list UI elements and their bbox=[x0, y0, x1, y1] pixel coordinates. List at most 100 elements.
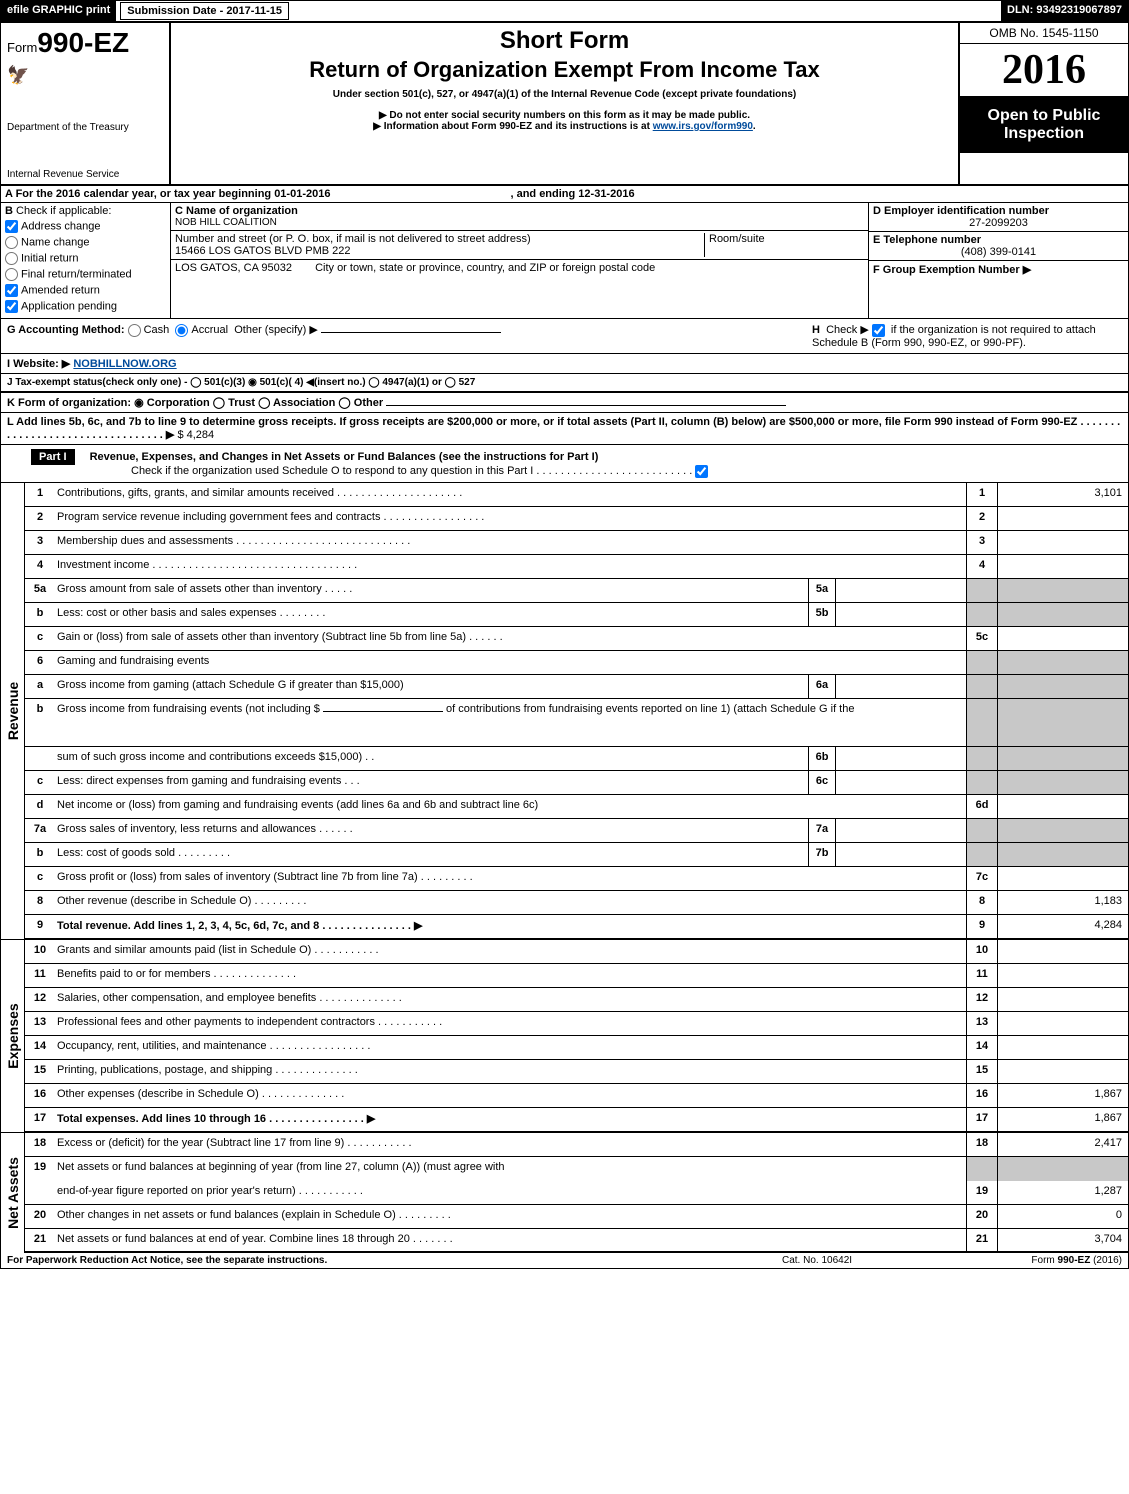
block-a-label: A For the 2016 calendar year, or tax yea… bbox=[5, 188, 330, 200]
line-13: 13 Professional fees and other payments … bbox=[25, 1012, 1128, 1036]
revenue-lines: 1 Contributions, gifts, grants, and simi… bbox=[25, 483, 1128, 939]
line-6b-num: b bbox=[25, 699, 55, 746]
check-address-change[interactable]: Address change bbox=[5, 220, 166, 233]
expenses-section: Expenses 10 Grants and similar amounts p… bbox=[1, 939, 1128, 1132]
line-20-num: 20 bbox=[25, 1205, 55, 1228]
line-5b-box-shaded bbox=[966, 603, 998, 626]
line-5a: 5a Gross amount from sale of assets othe… bbox=[25, 579, 1128, 603]
line-6d-val bbox=[998, 795, 1128, 818]
line-7a-subval bbox=[836, 819, 966, 842]
checkbox-pending[interactable] bbox=[5, 300, 18, 313]
form-prefix: Form bbox=[7, 40, 37, 55]
checkbox-schedule-o[interactable] bbox=[695, 465, 708, 478]
line-12-desc: Salaries, other compensation, and employ… bbox=[55, 988, 966, 1011]
line-10-val bbox=[998, 940, 1128, 963]
line-1: 1 Contributions, gifts, grants, and simi… bbox=[25, 483, 1128, 507]
line-20-desc: Other changes in net assets or fund bala… bbox=[55, 1205, 966, 1228]
netassets-vlabel: Net Assets bbox=[1, 1133, 25, 1253]
line-20: 20 Other changes in net assets or fund b… bbox=[25, 1205, 1128, 1229]
part-i-badge: Part I bbox=[31, 449, 75, 465]
e-phone: (408) 399-0141 bbox=[873, 246, 1124, 258]
form-990ez-page: efile GRAPHIC print Submission Date - 20… bbox=[0, 0, 1129, 1269]
line-11-box: 11 bbox=[966, 964, 998, 987]
line-6b-desc: Gross income from fundraising events (no… bbox=[55, 699, 966, 746]
line-6b-top: b Gross income from fundraising events (… bbox=[25, 699, 1128, 747]
footer-formref: Form 990-EZ (2016) bbox=[942, 1255, 1122, 1266]
radio-name-change[interactable] bbox=[5, 236, 18, 249]
city-label: City or town, state or province, country… bbox=[315, 262, 655, 274]
line-10: 10 Grants and similar amounts paid (list… bbox=[25, 940, 1128, 964]
line-19-val: 1,287 bbox=[998, 1181, 1128, 1204]
block-k: K Form of organization: ◉ Corporation ◯ … bbox=[1, 393, 1128, 413]
footer-catno: Cat. No. 10642I bbox=[782, 1255, 942, 1266]
d-ein: 27-2099203 bbox=[873, 217, 1124, 229]
checkbox-address-change[interactable] bbox=[5, 220, 18, 233]
line-7b-sub: 7b bbox=[808, 843, 836, 866]
line-11-desc: Benefits paid to or for members . . . . … bbox=[55, 964, 966, 987]
line-9: 9 Total revenue. Add lines 1, 2, 3, 4, 5… bbox=[25, 915, 1128, 939]
check-initial[interactable]: Initial return bbox=[5, 252, 166, 265]
line-6b-desc3: sum of such gross income and contributio… bbox=[55, 747, 808, 770]
line-6c-val-shaded bbox=[998, 771, 1128, 794]
omb-number: OMB No. 1545-1150 bbox=[960, 23, 1128, 44]
line-19-top: 19 Net assets or fund balances at beginn… bbox=[25, 1157, 1128, 1181]
line-4-box: 4 bbox=[966, 555, 998, 578]
netassets-section: Net Assets 18 Excess or (deficit) for th… bbox=[1, 1132, 1128, 1253]
line-6-num: 6 bbox=[25, 651, 55, 674]
line-5c-desc: Gain or (loss) from sale of assets other… bbox=[55, 627, 966, 650]
line-13-desc: Professional fees and other payments to … bbox=[55, 1012, 966, 1035]
line-6-val-shaded bbox=[998, 651, 1128, 674]
line-20-box: 20 bbox=[966, 1205, 998, 1228]
page-footer: For Paperwork Reduction Act Notice, see … bbox=[1, 1253, 1128, 1268]
city-value: LOS GATOS, CA 95032 bbox=[175, 262, 292, 274]
line-18-num: 18 bbox=[25, 1133, 55, 1156]
form-number-text: 990-EZ bbox=[37, 27, 129, 58]
line-19-val-shaded bbox=[998, 1157, 1128, 1181]
line-7a: 7a Gross sales of inventory, less return… bbox=[25, 819, 1128, 843]
website-link[interactable]: NOBHILLNOW.ORG bbox=[73, 358, 176, 370]
block-c-org: C Name of organization NOB HILL COALITIO… bbox=[171, 203, 868, 318]
e-label: E Telephone number bbox=[873, 234, 1124, 246]
line-10-box: 10 bbox=[966, 940, 998, 963]
street-label: Number and street (or P. O. box, if mail… bbox=[175, 233, 704, 245]
block-d: D Employer identification number 27-2099… bbox=[869, 203, 1128, 232]
line-8-val: 1,183 bbox=[998, 891, 1128, 914]
line-16-num: 16 bbox=[25, 1084, 55, 1107]
radio-cash[interactable] bbox=[128, 324, 141, 337]
line-14-num: 14 bbox=[25, 1036, 55, 1059]
radio-final[interactable] bbox=[5, 268, 18, 281]
line-17-box: 17 bbox=[966, 1108, 998, 1131]
line-16-box: 16 bbox=[966, 1084, 998, 1107]
line-7a-box-shaded bbox=[966, 819, 998, 842]
g-label: G Accounting Method: bbox=[7, 324, 125, 336]
block-a-tax-year: A For the 2016 calendar year, or tax yea… bbox=[1, 186, 1128, 203]
checkbox-amended[interactable] bbox=[5, 284, 18, 297]
line-4-num: 4 bbox=[25, 555, 55, 578]
line-17-val: 1,867 bbox=[998, 1108, 1128, 1131]
check-name-change[interactable]: Name change bbox=[5, 236, 166, 249]
line-8: 8 Other revenue (describe in Schedule O)… bbox=[25, 891, 1128, 915]
line-9-num: 9 bbox=[25, 915, 55, 938]
line-17-desc: Total expenses. Add lines 10 through 16 … bbox=[55, 1108, 966, 1131]
b-label: B bbox=[5, 205, 13, 217]
ssn-warning: ▶ Do not enter social security numbers o… bbox=[179, 110, 950, 121]
website-label: I Website: ▶ bbox=[7, 358, 70, 370]
checkbox-h[interactable] bbox=[872, 324, 885, 337]
l-text: L Add lines 5b, 6c, and 7b to line 9 to … bbox=[7, 416, 1120, 441]
check-amended[interactable]: Amended return bbox=[5, 284, 166, 297]
return-title: Return of Organization Exempt From Incom… bbox=[179, 57, 950, 83]
line-7b-num: b bbox=[25, 843, 55, 866]
line-21-num: 21 bbox=[25, 1229, 55, 1251]
block-b-checks: B Check if applicable: Address change Na… bbox=[1, 203, 171, 318]
part-i-desc: Part I Revenue, Expenses, and Changes in… bbox=[27, 447, 1128, 480]
radio-accrual[interactable] bbox=[175, 324, 188, 337]
block-j-tax-exempt: J Tax-exempt status(check only one) - ◯ … bbox=[1, 374, 1128, 393]
irs-link[interactable]: www.irs.gov/form990 bbox=[653, 121, 753, 132]
check-pending[interactable]: Application pending bbox=[5, 300, 166, 313]
radio-initial[interactable] bbox=[5, 252, 18, 265]
line-12-box: 12 bbox=[966, 988, 998, 1011]
line-6d-num: d bbox=[25, 795, 55, 818]
line-2-val bbox=[998, 507, 1128, 530]
check-final[interactable]: Final return/terminated bbox=[5, 268, 166, 281]
line-13-num: 13 bbox=[25, 1012, 55, 1035]
